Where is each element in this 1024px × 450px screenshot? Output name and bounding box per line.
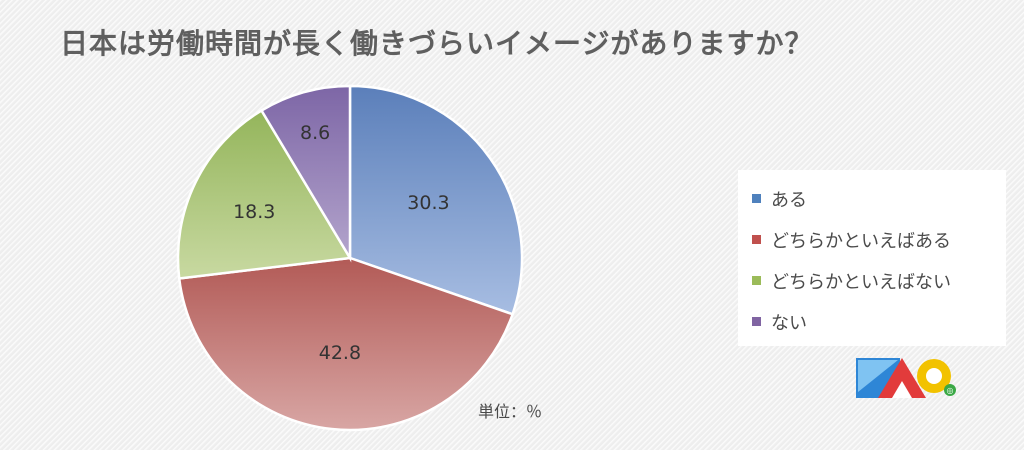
slice-nai <box>259 84 352 263</box>
legend-item-dochirakatoieba-aru: どちらかといえばある <box>752 219 1006 260</box>
legend: ある どちらかといえばある どちらかといえばない ない <box>738 170 1006 346</box>
legend-swatch-green <box>752 276 761 285</box>
legend-item-aru: ある <box>752 178 1006 219</box>
unit-note: 単位：％ <box>478 402 542 421</box>
slice-value-label: 42.8 <box>319 342 361 364</box>
legend-label: ない <box>771 312 807 334</box>
slice-value-label: 18.3 <box>233 201 275 223</box>
slice-aru <box>348 84 524 316</box>
legend-label: どちらかといえばない <box>771 271 951 293</box>
legend-label: ある <box>771 189 807 211</box>
legend-item-nai: ない <box>752 301 1006 342</box>
legend-item-dochirakatoieba-nai: どちらかといえばない <box>752 260 1006 301</box>
brand-logo-icon: ◎ <box>856 358 956 398</box>
slice-value-label: 8.6 <box>300 122 330 144</box>
legend-swatch-red <box>752 235 761 244</box>
slice-dochirakatoieba-aru <box>177 256 515 432</box>
svg-text:◎: ◎ <box>947 386 954 395</box>
legend-label: どちらかといえばある <box>771 230 951 252</box>
chart-title: 日本は労働時間が長く働きづらいイメージがありますか？ <box>60 27 814 60</box>
legend-swatch-blue <box>752 194 761 203</box>
legend-swatch-purple <box>752 317 761 326</box>
slice-dochirakatoieba-nai <box>176 108 353 280</box>
slice-value-label: 30.3 <box>407 192 449 214</box>
